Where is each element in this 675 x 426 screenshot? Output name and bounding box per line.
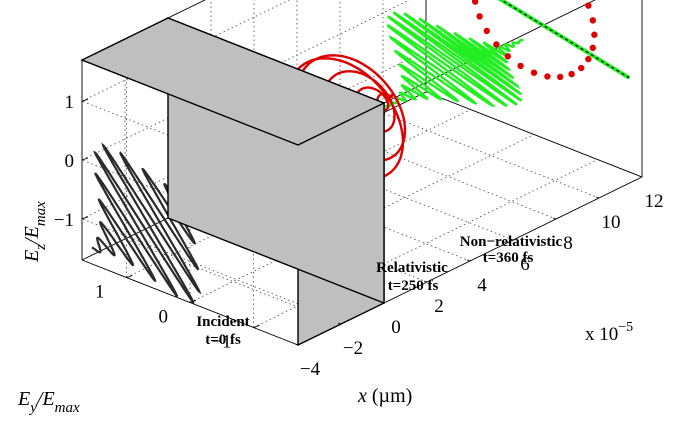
grid-line [189, 134, 535, 303]
slab-top-face [80, 17, 386, 146]
y-axis-label: Ey/Emax [17, 388, 80, 416]
y-tick-mark [126, 275, 133, 278]
projection-red-dot [591, 31, 598, 38]
x-tick-label: 2 [434, 296, 444, 317]
x-tick-label: 12 [645, 191, 664, 212]
z-tick-label: 1 [65, 92, 75, 113]
projection-red-dot [585, 55, 592, 63]
projection-red-dot [504, 53, 512, 60]
x-tick-mark [552, 217, 557, 220]
y-tick-label: 0 [159, 307, 169, 328]
x-tick-label: 0 [391, 317, 401, 338]
projection-red-dot [517, 62, 524, 70]
x-tick-mark [294, 343, 299, 346]
axis-labels: −4 −2 0 2 4 6 8 10 12 −1 0 1 −1 0 1 [54, 92, 664, 380]
y-tick-label: −1 [211, 332, 231, 353]
grid-line [382, 112, 600, 199]
projection-red-dot [476, 13, 483, 20]
projection-red-dot [568, 70, 575, 78]
z-tick-mark [81, 157, 89, 161]
annotation-relativistic-2: t=250 fs [388, 278, 439, 294]
x-tick-label: 10 [602, 212, 621, 233]
target-slab [80, 16, 386, 347]
x-tick-mark [380, 301, 385, 304]
projection-green-dash [500, 0, 630, 79]
grid-line [81, 50, 427, 220]
x-tick-label: 8 [563, 233, 573, 254]
annotation-incident-2: t=0 fs [205, 332, 241, 348]
annotation-relativistic-1: Relativistic [376, 260, 448, 276]
z-axis-label: Ez/Emax [21, 201, 49, 263]
projection-red-dot [577, 64, 585, 72]
x-tick-label: −2 [343, 338, 363, 359]
projection-red-dot [483, 27, 491, 35]
x-tick-mark [466, 259, 471, 262]
annotation-incident-1: Incident [196, 314, 249, 330]
x-tick-mark [638, 175, 643, 178]
projection-red-dot [589, 44, 597, 52]
z-tick-mark [81, 216, 89, 220]
x-tick-mark [595, 196, 600, 199]
annotation-nonrel-2: t=360 fs [483, 250, 534, 266]
x-tick-mark [337, 322, 342, 325]
projection-red-dot [585, 2, 592, 9]
x-tick-label: 6 [520, 254, 530, 275]
x-tick-mark [423, 280, 428, 283]
x-axis-label: x (µm) [357, 385, 412, 407]
y-tick-label: 1 [95, 282, 105, 303]
z-tick-mark [81, 98, 89, 102]
projection-red-dot [589, 17, 597, 24]
grid-line [81, 0, 411, 161]
y-tick-mark [253, 325, 260, 328]
z-tick-label: 0 [65, 151, 75, 172]
projection-red-dot [530, 69, 538, 76]
nonrelativistic-trace [384, 11, 524, 108]
projection-red-dot [556, 73, 564, 81]
projection-red-dot [493, 41, 500, 48]
y-tick-mark [189, 300, 197, 303]
x-tick-mark [509, 238, 514, 241]
x-tick-label: 4 [477, 275, 487, 296]
x-axis-exponent: x 10−5 [585, 320, 633, 345]
z-tick-label: −1 [54, 210, 74, 231]
projection-red-dot [471, 0, 479, 5]
x-tick-label: −4 [300, 359, 321, 380]
projection-red-dot [544, 73, 551, 80]
box-edge [425, 91, 643, 178]
annotation-nonrel-1: Non−relativistic [460, 234, 563, 250]
